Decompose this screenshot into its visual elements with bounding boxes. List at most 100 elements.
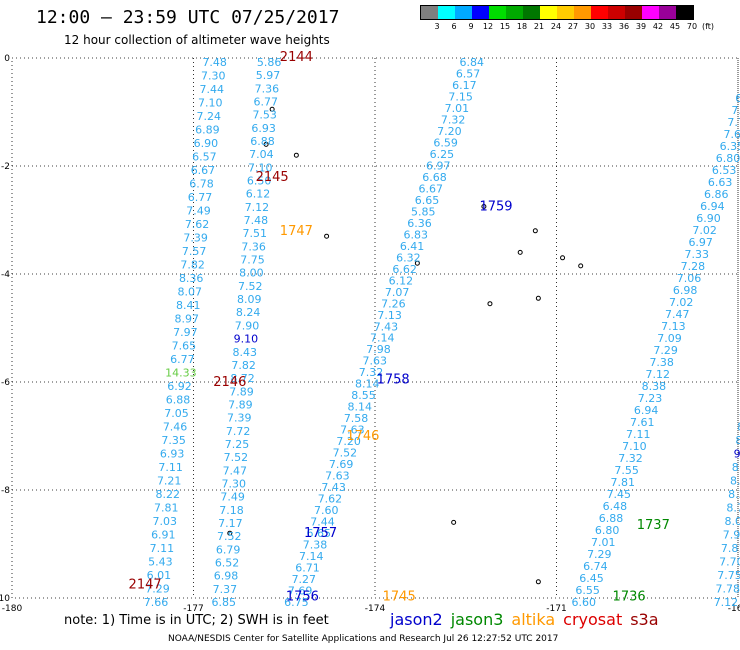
swh-value-label: 7.69 bbox=[329, 458, 354, 471]
swh-value-label: 6.76 bbox=[735, 92, 740, 105]
legend-swatch bbox=[659, 6, 676, 19]
footer-note: note: 1) Time is in UTC; 2) SWH is in fe… bbox=[64, 613, 329, 628]
swh-value-label: 7.04 bbox=[249, 148, 274, 161]
swh-value-label: 7.44 bbox=[310, 516, 335, 529]
x-tick-label: -177 bbox=[183, 604, 203, 614]
swh-value-label: 6.75 bbox=[284, 596, 309, 609]
swh-value-label: 7.81 bbox=[154, 502, 179, 515]
legend-label: 45 bbox=[669, 22, 681, 31]
island-marker bbox=[324, 233, 330, 239]
swh-value-label: 7.70 bbox=[719, 556, 740, 569]
swh-value-label: 7.48 bbox=[202, 56, 227, 69]
swh-value-label: 8.06 bbox=[725, 515, 740, 528]
swh-value-label: 7.44 bbox=[199, 83, 224, 96]
swh-value-label: 7.02 bbox=[669, 296, 694, 309]
swh-value-label: 7.63 bbox=[325, 470, 350, 483]
swh-value-label: 6.53 bbox=[712, 164, 737, 177]
satellite-label: s3a bbox=[630, 610, 659, 629]
swh-value-label: 6.79 bbox=[216, 543, 241, 556]
swh-value-label: 9.03 bbox=[734, 448, 740, 461]
swh-value-label: 14.33 bbox=[165, 367, 197, 380]
swh-value-label: 7.63 bbox=[362, 355, 387, 368]
satellite-label: jason2 bbox=[390, 610, 443, 629]
swh-value-label: 9.10 bbox=[234, 333, 259, 346]
page-title: 12:00 – 23:59 UTC 07/25/2017 bbox=[36, 7, 340, 28]
swh-value-label: 6.92 bbox=[167, 380, 192, 393]
y-tick-label: -2 bbox=[1, 162, 10, 172]
swh-value-label: 7.37 bbox=[213, 583, 238, 596]
island-marker bbox=[293, 152, 299, 158]
swh-value-label: 6.60 bbox=[571, 596, 596, 609]
swh-value-label: 6.85 bbox=[212, 596, 237, 609]
legend-label: 9 bbox=[468, 22, 474, 31]
swh-value-label: 7.82 bbox=[180, 259, 205, 272]
y-tick-label: -6 bbox=[1, 378, 10, 388]
swh-value-label: 7.21 bbox=[157, 475, 182, 488]
x-tick-label: -171 bbox=[546, 604, 566, 614]
swh-value-label: 6.35 bbox=[720, 140, 740, 153]
swh-value-label: 7.32 bbox=[359, 366, 384, 379]
time-label: 1746 bbox=[346, 429, 379, 444]
swh-value-label: 6.98 bbox=[673, 284, 698, 297]
legend-label: 42 bbox=[652, 22, 664, 31]
legend-labels: 3 6 9 12 15 18 21 24 27 30 33 36 39 42 45 70 (ft) bbox=[420, 20, 714, 32]
swh-value-label: 7.63 bbox=[340, 424, 365, 437]
swh-value-label: 6.71 bbox=[295, 562, 320, 575]
island-marker bbox=[517, 249, 523, 255]
swh-value-label: 7.30 bbox=[221, 477, 246, 490]
swh-value-label: 7.58 bbox=[344, 412, 369, 425]
swh-value-label: 7.30 bbox=[201, 70, 226, 83]
swh-value-label: 6.12 bbox=[389, 274, 414, 287]
swh-value-label: 6.65 bbox=[306, 527, 331, 540]
island-marker bbox=[535, 579, 541, 585]
island-marker bbox=[414, 260, 420, 266]
swh-value-label: 7.09 bbox=[657, 332, 682, 345]
swh-value-label: 7.25 bbox=[225, 438, 250, 451]
swh-value-label: 7.63 bbox=[724, 128, 740, 141]
island-marker bbox=[227, 530, 233, 536]
swh-value-label: 7.32 bbox=[618, 452, 643, 465]
swh-value-label: 7.62 bbox=[318, 493, 343, 506]
swh-value-label: 7.20 bbox=[336, 435, 361, 448]
swh-value-label: 7.14 bbox=[370, 332, 395, 345]
swh-value-label: 7.12 bbox=[646, 368, 671, 381]
swh-value-label: 7.11 bbox=[150, 542, 175, 555]
swh-value-label: 7.23 bbox=[638, 392, 663, 405]
swh-value-label: 8.39 bbox=[728, 488, 740, 501]
swh-value-label: 8.10 bbox=[737, 421, 740, 434]
legend-swatch bbox=[506, 6, 523, 19]
y-tick-label: -8 bbox=[1, 486, 10, 496]
swh-value-label: 7.32 bbox=[441, 113, 466, 126]
plot-frame bbox=[11, 57, 739, 599]
swh-value-label: 6.78 bbox=[189, 178, 214, 191]
time-label: 1758 bbox=[377, 372, 410, 387]
swh-value-label: 7.75 bbox=[240, 254, 265, 267]
island-marker bbox=[487, 301, 493, 307]
swh-value-label: 7.46 bbox=[163, 421, 188, 434]
swh-value-label: 6.63 bbox=[708, 176, 733, 189]
swh-value-label: 7.11 bbox=[158, 461, 183, 474]
time-label: 2145 bbox=[256, 170, 289, 185]
swh-value-label: 6.57 bbox=[192, 151, 217, 164]
swh-value-label: 7.57 bbox=[182, 245, 207, 258]
legend-swatch bbox=[676, 6, 693, 19]
legend-swatch bbox=[557, 6, 574, 19]
swh-value-label: 6.52 bbox=[215, 556, 240, 569]
satellite-label: altika bbox=[511, 610, 556, 629]
swh-value-label: 7.10 bbox=[622, 440, 647, 453]
swh-value-label: 7.87 bbox=[731, 104, 740, 117]
swh-value-label: 7.33 bbox=[685, 248, 710, 261]
swh-value-label: 6.12 bbox=[246, 188, 271, 201]
swh-value-label: 6.77 bbox=[170, 353, 195, 366]
swh-value-label: 7.60 bbox=[314, 504, 339, 517]
swh-value-label: 6.98 bbox=[214, 570, 239, 583]
legend-unit: (ft) bbox=[701, 22, 715, 31]
island-marker bbox=[532, 228, 538, 234]
color-legend: 3 6 9 12 15 18 21 24 27 30 33 36 39 42 45 70 (ft) bbox=[420, 5, 714, 32]
credit-line: NOAA/NESDIS Center for Satellite Applica… bbox=[168, 634, 559, 644]
swh-value-label: 7.36 bbox=[241, 240, 266, 253]
legend-swatch bbox=[625, 6, 642, 19]
satellite-legend: jason2 jason3 altika cryosat s3a bbox=[390, 610, 667, 629]
swh-value-label: 7.39 bbox=[183, 232, 208, 245]
